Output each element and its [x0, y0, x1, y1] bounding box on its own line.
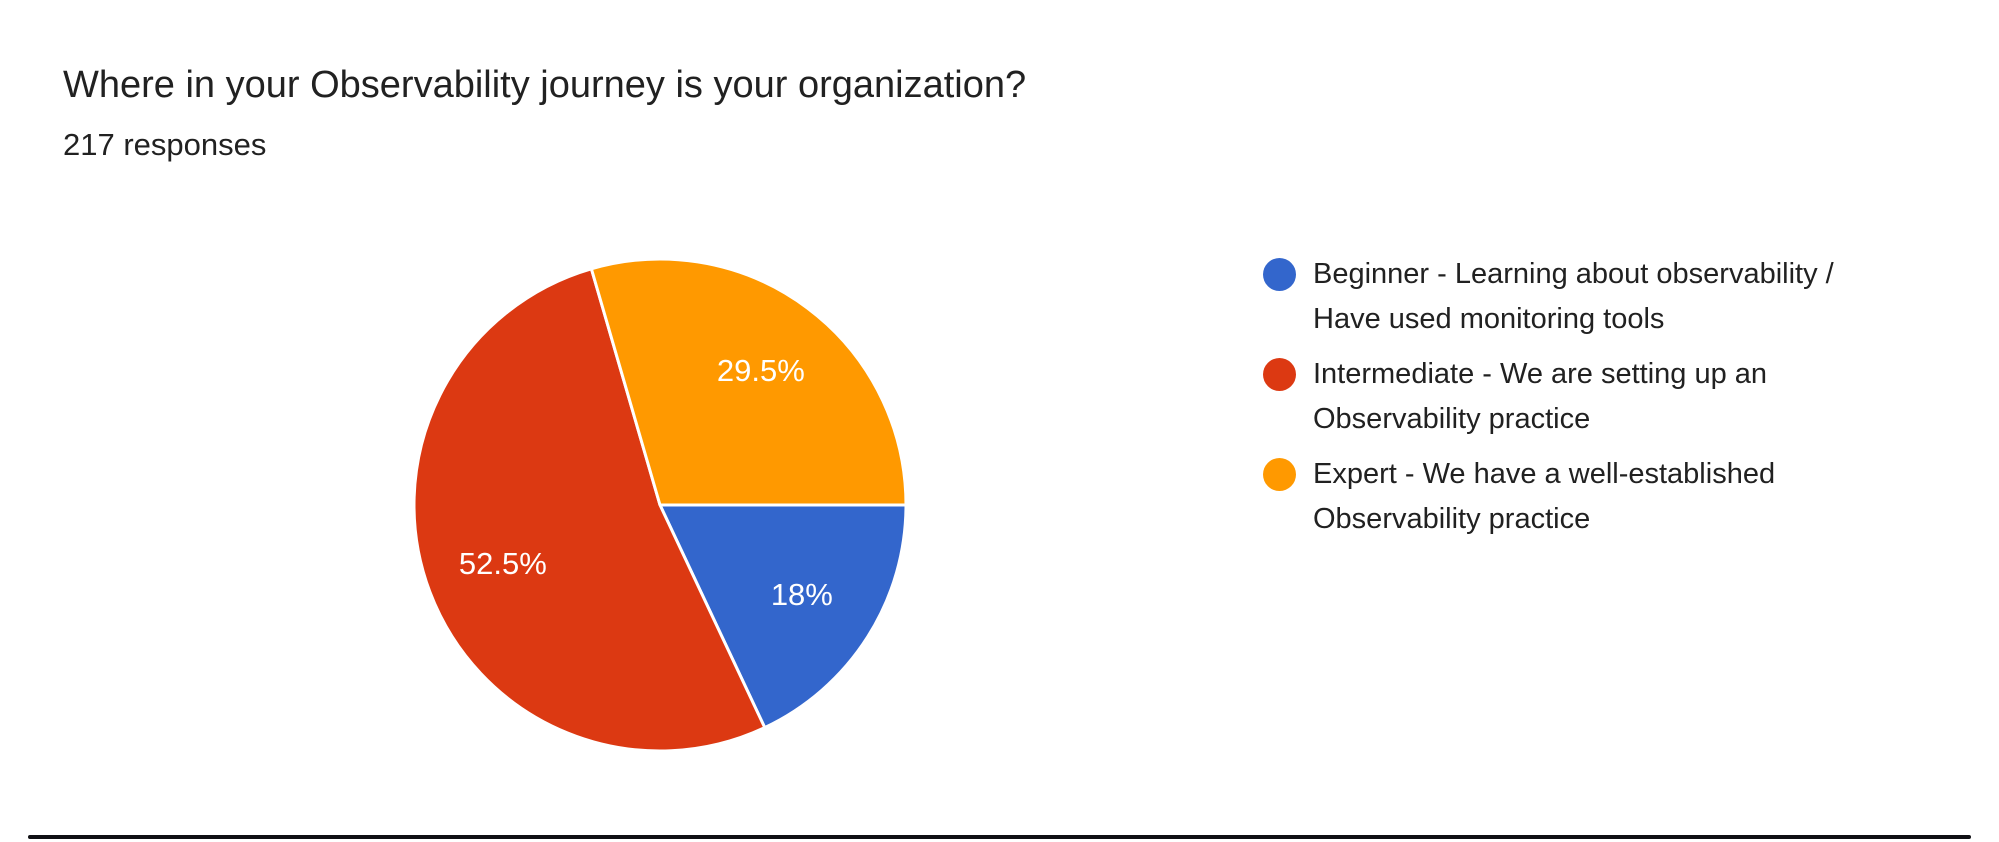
legend-label: Beginner - Learning about observability …: [1313, 252, 1834, 342]
legend-label-line: Observability practice: [1313, 503, 1591, 535]
response-count: 217 responses: [63, 127, 267, 162]
legend-label-line: Beginner - Learning about observability …: [1313, 258, 1834, 290]
bottom-edge-bar: [28, 835, 1971, 839]
legend-label-line: Intermediate - We are setting up an: [1313, 358, 1768, 390]
pie-chart: [412, 257, 908, 753]
pie-slice: [412, 267, 767, 753]
legend-item: Expert - We have a well-established Obser…: [1263, 452, 1834, 542]
legend-dot: [1263, 258, 1296, 291]
legend-dot: [1263, 358, 1296, 391]
slice-percent-label: 18%: [770, 577, 833, 613]
slice-percent-label: 29.5%: [716, 352, 805, 388]
question-title: Where in your Observability journey is y…: [63, 64, 1027, 106]
legend-label-line: Expert - We have a well-established: [1313, 458, 1776, 490]
chart-legend: Beginner - Learning about observability …: [1263, 252, 1834, 542]
slice-percent-label: 52.5%: [458, 546, 547, 582]
legend-dot: [1263, 458, 1296, 491]
legend-item: Intermediate - We are setting up an Obser…: [1263, 352, 1834, 442]
pie-slice: [658, 503, 908, 730]
pie-slice: [589, 257, 908, 507]
legend-item: Beginner - Learning about observability …: [1263, 252, 1834, 342]
legend-label-line: Observability practice: [1313, 403, 1591, 435]
legend-label: Expert - We have a well-established Obser…: [1313, 452, 1775, 542]
legend-label: Intermediate - We are setting up an Obser…: [1313, 352, 1767, 442]
legend-label-line: Have used monitoring tools: [1313, 303, 1665, 335]
